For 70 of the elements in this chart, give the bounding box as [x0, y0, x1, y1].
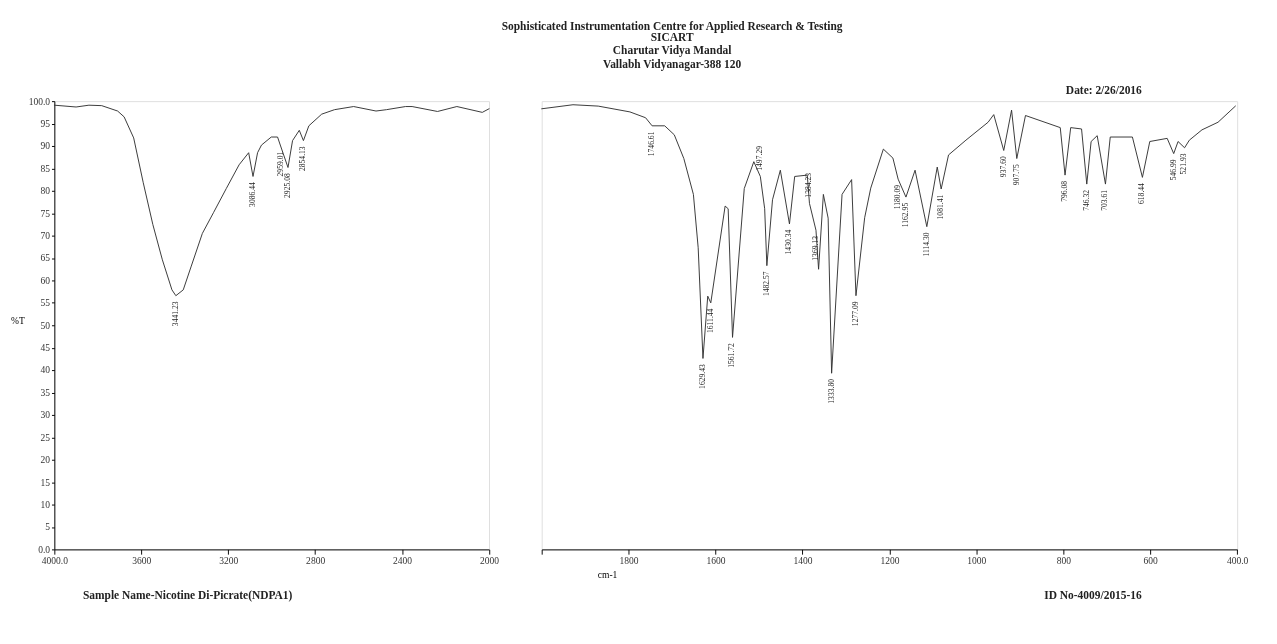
y-tick-label: 15	[40, 477, 51, 488]
annotation: 3086.44	[247, 182, 257, 207]
annotation: 2854.13	[298, 146, 308, 172]
y-axis-title: %T	[11, 315, 25, 326]
annotation: 521.93	[1179, 153, 1189, 175]
x-tick-label: 4000.0	[41, 556, 69, 567]
x-tick-label: 3200	[219, 556, 239, 567]
annotation: 1162.95	[900, 202, 910, 228]
annotation: 703.61	[1100, 189, 1110, 211]
annotation: 1333.80	[826, 378, 836, 404]
y-tick-label: 30	[40, 410, 51, 421]
annotation: 1629.43	[697, 363, 707, 389]
y-tick-label: 100.0	[28, 96, 51, 107]
text: Sample Name-Nicotine Di-Picrate(NDPA1)	[82, 588, 293, 602]
x-tick-label: 2400	[393, 556, 413, 567]
annotation: 2925.08	[282, 173, 292, 198]
y-tick-label: 60	[40, 275, 51, 286]
x-tick-label: 400.0	[1226, 556, 1249, 567]
x-tick-label: 2800	[306, 556, 326, 567]
x-tick-label: 800	[1056, 556, 1072, 567]
annotation: 907.75	[1011, 164, 1021, 186]
y-tick-label: 90	[40, 141, 51, 152]
y-tick-label: 95	[40, 118, 51, 129]
x-tick-label: 2000	[479, 556, 500, 567]
annotation: 796.08	[1059, 180, 1069, 202]
y-tick-label: 10	[40, 499, 51, 510]
annotation: 1482.57	[761, 271, 771, 297]
x-tick-label: 3600	[132, 556, 152, 567]
line-series	[53, 104, 490, 297]
annotation: 618.44	[1137, 182, 1147, 205]
annotation: 1746.61	[647, 131, 657, 157]
chart-title: Sophisticated Instrumentation Centre for Applied Research & Testing	[501, 19, 843, 33]
x-tick-label: 600	[1143, 556, 1159, 567]
y-tick-label: 5	[45, 522, 51, 533]
x-tick-label: 1800	[619, 556, 639, 567]
annotation: 1497.29	[755, 145, 765, 171]
y-tick-label: 35	[40, 387, 51, 398]
y-tick-label: 40	[40, 365, 51, 376]
y-tick-label: 75	[40, 208, 51, 219]
y-tick-label: 50	[40, 320, 51, 331]
annotation: 1561.72	[727, 342, 737, 368]
annotation: 546.99	[1168, 159, 1178, 181]
annotation: 1369.13	[810, 235, 820, 261]
annotation: 1611.44	[705, 308, 715, 334]
y-tick-label: 65	[40, 253, 51, 264]
y-tick-label: 20	[40, 455, 51, 466]
text: ID No-4009/2015-16	[1044, 588, 1143, 601]
x-tick-label: 1000	[967, 556, 987, 567]
annotation: 1384.23	[804, 172, 814, 198]
x-tick-label: 1400	[793, 556, 813, 567]
y-tick-label: 25	[40, 432, 51, 443]
annotation: 1081.41	[936, 194, 946, 220]
annotation: 1114.30	[921, 232, 931, 257]
x-tick-label: 1600	[706, 556, 726, 567]
y-tick-label: 80	[40, 186, 51, 197]
y-tick-label: 0.0	[38, 544, 51, 555]
y-tick-label: 55	[40, 298, 51, 309]
x-tick-label: 1200	[880, 556, 900, 567]
annotation: 3441.23	[170, 301, 180, 327]
annotation: 2959.01	[275, 151, 285, 177]
x-axis-title: cm-1	[597, 569, 618, 580]
annotation: 1277.09	[850, 301, 860, 327]
annotation: 1180.09	[893, 184, 903, 210]
annotation: 937.60	[998, 156, 1008, 178]
annotation: 746.32	[1081, 189, 1091, 211]
text: Date: 2/26/2016	[1065, 83, 1143, 96]
annotation: 1430.34	[784, 229, 794, 255]
y-tick-label: 85	[40, 163, 51, 174]
y-tick-label: 70	[40, 230, 51, 241]
y-tick-label: 45	[40, 343, 51, 354]
